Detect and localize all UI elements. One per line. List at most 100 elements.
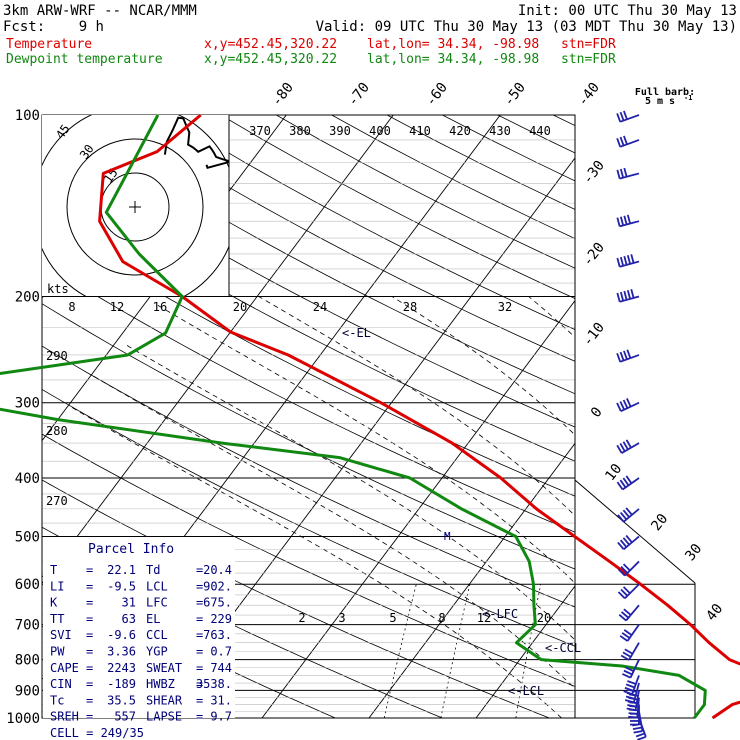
theta-label: 400 — [369, 124, 391, 138]
dry-adiabat-line — [553, 115, 575, 126]
wind-barb — [617, 560, 640, 577]
theta-label: 370 — [249, 124, 271, 138]
wind-barb — [616, 289, 640, 303]
parcel-eq: = — [196, 693, 203, 707]
parcel-key: Td — [146, 563, 160, 577]
wind-barb — [616, 135, 640, 148]
parcel-key: LFC — [146, 596, 168, 610]
isotherm-label: -40 — [575, 80, 603, 110]
parcel-eq: = — [196, 661, 203, 675]
profiles-layer — [0, 113, 740, 720]
moist-adiabat-line — [258, 296, 575, 517]
moist-adiabat-line — [153, 302, 575, 584]
hodograph-scale-label: 8 — [68, 300, 75, 314]
ccl-annotation: <-CCL — [545, 641, 581, 655]
dewpoint-profile — [0, 114, 707, 719]
parcel-key: LCL — [146, 579, 168, 593]
pressure-tick-label: 200 — [15, 290, 40, 306]
parcel-key: SVI — [50, 628, 72, 642]
wind-barb — [616, 349, 640, 363]
height-label: 270 — [46, 494, 68, 508]
init-time: Init: 00 UTC Thu 30 May 13 — [518, 3, 737, 19]
temperature-legend-label: Temperature — [6, 37, 92, 52]
isotherm-label: 0 — [588, 404, 606, 420]
parcel-value: 31. — [210, 693, 232, 707]
parcel-key: SREH — [50, 710, 79, 724]
parcel-key: PW — [50, 645, 65, 659]
hodograph-scale-label: 20 — [233, 300, 247, 314]
hodograph-scale-label: 16 — [153, 300, 167, 314]
wind-barb — [616, 475, 640, 491]
dry-adiabat-line — [220, 115, 575, 299]
temperature-latlon: lat,lon= 34.34, -98.98 — [367, 37, 539, 52]
theta-label: 390 — [329, 124, 351, 138]
el-annotation: <-EL — [342, 326, 371, 340]
parcel-key: EL — [146, 612, 160, 626]
hodograph-trace — [163, 116, 229, 170]
theta-label: 380 — [289, 124, 311, 138]
barb-note: Full barb: — [635, 87, 695, 98]
pressure-tick-label: 800 — [15, 653, 40, 669]
parcel-key: TT — [50, 612, 64, 626]
barb-note-sup: -1 — [684, 94, 692, 102]
parcel-value: 31 — [122, 596, 136, 610]
lfc-annotation: <-LFC — [482, 607, 518, 621]
height-label: 290 — [46, 349, 68, 363]
parcel-value: -189 — [107, 677, 136, 691]
parcel-value: 9.7 — [210, 710, 232, 724]
parcel-value: 2243 — [107, 661, 136, 675]
pressure-tick-label: 300 — [15, 396, 40, 412]
parcel-eq: = — [86, 596, 93, 610]
isotherm-label: 20 — [648, 511, 671, 534]
isotherm-label: 10 — [602, 461, 625, 484]
isotherm-label: 30 — [682, 541, 705, 564]
parcel-key: LI — [50, 579, 64, 593]
moist-adiabat-line — [70, 406, 562, 718]
parcel-value: 22.1 — [107, 563, 136, 577]
wind-barbs — [616, 110, 647, 740]
parcel-value: 63 — [122, 612, 136, 626]
parcel-key: SWEAT — [146, 661, 182, 675]
pressure-tick-label: 100 — [15, 108, 40, 124]
parcel-value: 557 — [114, 710, 136, 724]
dry-adiabat-line — [386, 115, 575, 210]
temperature-profile — [98, 113, 740, 720]
barb-note-unit: 5 m s — [645, 96, 675, 107]
isotherm-line — [475, 585, 575, 718]
theta-label: 430 — [489, 124, 511, 138]
wind-barb — [617, 507, 640, 523]
hodograph-scale-label: 32 — [498, 300, 512, 314]
parcel-key: SHEAR — [146, 693, 183, 707]
pressure-tick-label: 1000 — [6, 711, 40, 727]
dewpoint-station: stn=FDR — [561, 52, 616, 67]
parcel-value: 3538. — [196, 677, 232, 691]
isotherm-line — [261, 299, 575, 718]
temperature-station: stn=FDR — [561, 37, 616, 52]
isotherm-label: -50 — [501, 80, 529, 110]
parcel-cell: CELL = 249/35 — [50, 726, 144, 740]
parcel-eq: = — [86, 628, 93, 642]
isotherm-line — [583, 115, 740, 718]
theta-label: 440 — [529, 124, 551, 138]
isotherm-label: -70 — [345, 80, 373, 110]
wind-barb — [620, 642, 640, 661]
parcel-key: CAPE — [50, 661, 79, 675]
wind-barb — [617, 534, 640, 551]
parcel-value: 763. — [203, 628, 232, 642]
parcel-key: YGP — [146, 645, 168, 659]
wind-barb — [617, 583, 640, 600]
m-annotation: M — [444, 530, 451, 543]
mixing-ratio-label: 8 — [438, 611, 445, 625]
parcel-key: CIN — [50, 677, 72, 691]
isotherm-line — [368, 442, 575, 718]
wind-barb — [616, 214, 640, 228]
parcel-eq: = — [196, 645, 203, 659]
parcel-value: 0.7 — [210, 645, 232, 659]
dry-adiabat-line — [42, 575, 337, 718]
wind-barb — [616, 167, 640, 180]
dry-adiabat-line — [42, 303, 575, 570]
frame-extension — [574, 479, 696, 584]
